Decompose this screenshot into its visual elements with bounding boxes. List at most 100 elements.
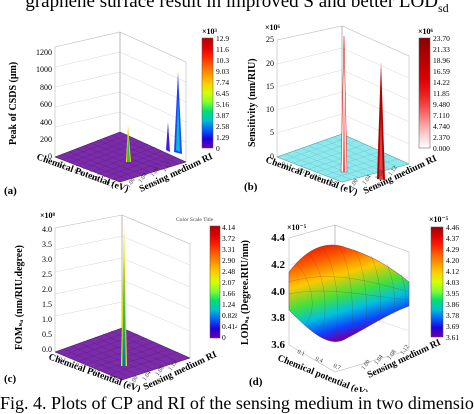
z-exponent: ×10⁸ — [40, 211, 56, 220]
z-tick: 0 — [48, 152, 52, 161]
colorbar — [209, 225, 221, 339]
colorbar-tick: 0.828 — [222, 311, 237, 320]
z-tick: 600 — [40, 100, 52, 109]
y-tick: 1.00 — [126, 177, 137, 189]
colorbar-tick: 14.22 — [433, 78, 450, 87]
z-axis-label: LODₛₐ (Degree.RIU/nm) — [240, 240, 251, 345]
y-ticks: 1.00 1.04 1.08 1.12 — [349, 165, 399, 190]
z-tick: 3.5 — [42, 240, 52, 249]
colorbar-tick: 4.03 — [446, 278, 459, 287]
y-tick: 1.12 — [388, 165, 399, 177]
x-tick: 0.7 — [332, 363, 341, 371]
z-tick: 0.5 — [42, 330, 52, 339]
colorbar-tick: 2.58 — [216, 122, 229, 131]
header-text: graphene surface result in improved S an… — [25, 0, 449, 15]
colorbar-tick: 7.74 — [216, 78, 229, 87]
colorbar-tick: 10.3 — [216, 56, 229, 65]
colorbar-tick: 2.07 — [222, 278, 235, 287]
y-tick: 1.04 — [374, 354, 385, 366]
colorbar — [418, 37, 431, 149]
colorbar — [201, 37, 214, 149]
z-tick: 4.2 — [271, 259, 285, 271]
y-ticks: 1.00 1.04 1.08 1.12 — [126, 161, 173, 189]
colorbar-tick: 3.31 — [222, 245, 235, 254]
colorbar-tick: 4.46 — [446, 223, 459, 232]
z-tick: 3.0 — [42, 255, 52, 264]
colorbar-tick: 4.740 — [433, 122, 450, 131]
z-ticks: 25 20 15 10 5 0 — [266, 35, 274, 161]
colorbar-tick: 4.29 — [446, 245, 459, 254]
z-tick: 1200 — [36, 48, 52, 57]
x-tick: 0.3 — [73, 168, 82, 176]
x-tick: 0.1 — [280, 161, 289, 169]
colorbar-ticks: 4.46 4.37 4.29 4.20 4.12 4.03 3.95 3.86 … — [446, 223, 459, 342]
z-ticks: 1200 1000 800 600 400 200 0 — [36, 48, 52, 161]
colorbar-tick: 4.20 — [446, 256, 459, 265]
x-tick: 0.1 — [296, 349, 305, 357]
y-tick: 1.00 — [129, 375, 140, 387]
colorbar-tick: 3.78 — [446, 311, 459, 320]
surface-mesh — [284, 136, 399, 180]
colorbar-ticks: 4.14 3.72 3.31 2.90 2.48 2.07 1.66 1.24 … — [222, 223, 237, 342]
surface-spikes — [126, 72, 182, 162]
surface-plane — [54, 131, 187, 183]
x-tick: 0.5 — [91, 368, 100, 376]
x-tick: 0.7 — [105, 180, 114, 188]
colorbar-tick: 9.03 — [216, 67, 229, 76]
colorbar-tick: 3.69 — [446, 322, 459, 331]
y-tick: 1.08 — [387, 349, 398, 361]
colorbar-tick: 4.37 — [446, 234, 459, 243]
surface-mesh — [62, 330, 179, 378]
colorbar-tick: 2.370 — [433, 133, 450, 142]
grid-lines — [276, 47, 410, 145]
colorbar-ticks: 12.9 11.6 10.3 9.03 7.74 6.45 5.16 3.87 … — [216, 34, 229, 153]
panel-label: (c) — [4, 373, 17, 385]
colorbar-exponent: ×10⁻⁵ — [429, 215, 449, 224]
colorbar-tick: 23.70 — [433, 34, 450, 43]
surface-spikes — [121, 224, 127, 366]
z-tick: 1000 — [36, 65, 52, 74]
x-tick: 0.5 — [89, 174, 98, 182]
y-tick: 1.08 — [150, 166, 161, 178]
colorbar-tick: 3.72 — [222, 234, 235, 243]
colorbar-tick: 11.85 — [433, 89, 450, 98]
y-tick: 1.04 — [142, 370, 153, 382]
z-tick: 20 — [266, 59, 274, 68]
colorbar-tick: 21.33 — [433, 45, 450, 54]
grid-lines — [54, 51, 187, 143]
surface-mesh — [288, 245, 410, 343]
colorbar-tick: 0.000 — [433, 144, 450, 153]
x-ticks: 0.1 0.3 0.5 0.7 — [280, 161, 337, 187]
grid-lines — [54, 235, 191, 332]
panel-c: ×10⁸ 4.0 3.5 3.0 2.5 2.0 1.5 1.0 0.5 0. — [4, 211, 237, 392]
z-axis-label: Peak of CSDS (μm) — [8, 62, 19, 145]
colorbar-tick: 12.9 — [216, 34, 229, 43]
x-tick: 0.7 — [108, 374, 117, 382]
x-tick: 0.5 — [312, 173, 321, 181]
panel-d: ×10⁻⁵ 4.4 4.2 4.0 3.8 3.6 LODₛₐ (Degree.… — [240, 215, 459, 392]
header-subscript: sd — [437, 0, 449, 15]
colorbar-tick: 2.90 — [222, 256, 235, 265]
z-tick: 200 — [40, 135, 52, 144]
colorbar-tick: 1.29 — [216, 133, 229, 142]
z-exponent: ×10⁻⁵ — [287, 223, 307, 232]
colorbar-exponent: ×10⁶ — [418, 27, 434, 36]
y-tick: 1.12 — [162, 161, 173, 173]
colorbar-tick: 5.16 — [216, 100, 229, 109]
colorbar-tick: 3.86 — [446, 300, 459, 309]
y-tick: 1.12 — [400, 344, 411, 356]
colorbar-tick: 4.14 — [222, 223, 235, 232]
z-exponent: ×10⁶ — [265, 23, 281, 32]
z-tick: 4.0 — [271, 286, 285, 298]
y-tick: 1.08 — [375, 169, 386, 181]
z-tick: 0.0 — [42, 345, 52, 354]
y-tick: 1.12 — [168, 360, 179, 372]
panel-label: (b) — [244, 181, 258, 193]
x-ticks: 0.1 0.3 0.5 0.7 — [57, 356, 117, 382]
z-tick: 2.0 — [42, 285, 52, 294]
colorbar-ticks: 23.70 21.33 18.96 16.59 14.22 11.85 9.48… — [433, 34, 450, 153]
colorbar-tick: 1.66 — [222, 289, 235, 298]
colorbar-tick: 3.87 — [216, 111, 229, 120]
z-tick: 2.5 — [42, 270, 52, 279]
panel-b: ×10⁶ 25 20 15 10 5 0 Sensitivity (nm/RIU… — [244, 23, 450, 198]
